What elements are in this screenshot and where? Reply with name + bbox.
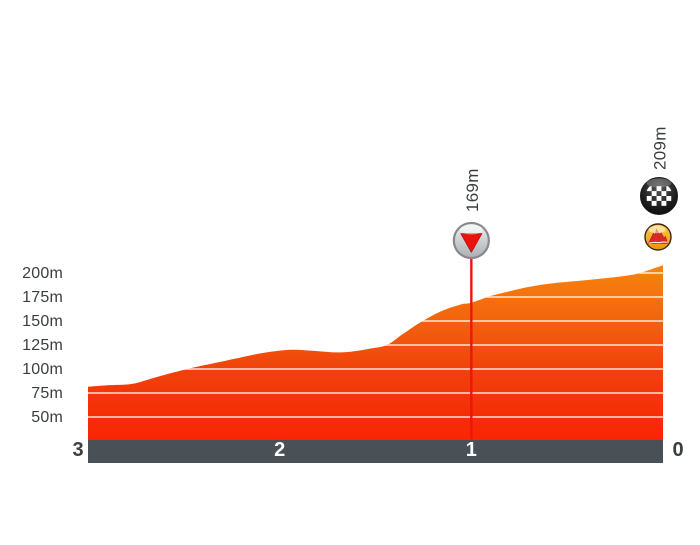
- x-axis-label-km2: 2: [274, 439, 286, 461]
- y-axis-label: 150m: [22, 312, 63, 330]
- elevation-area: [88, 265, 663, 440]
- y-axis-label: 75m: [31, 384, 63, 402]
- x-axis-label-km3: 3: [72, 439, 84, 461]
- y-axis-label: 125m: [22, 336, 63, 354]
- distance-axis-bar: [88, 440, 663, 463]
- descent-altitude-label: 169m: [463, 168, 482, 212]
- descent-triangle-icon: [452, 221, 490, 260]
- y-axis-label: 50m: [31, 408, 63, 426]
- y-axis-label: 100m: [22, 360, 63, 378]
- x-axis-label-km1: 1: [465, 439, 477, 461]
- x-axis-label-km0: 0: [672, 439, 684, 461]
- checkered-flag-icon: [640, 177, 678, 215]
- y-axis-label: 175m: [22, 288, 63, 306]
- finish-altitude-label: 209m: [651, 126, 670, 170]
- category-climb-icon: [644, 223, 672, 251]
- y-axis-label: 200m: [22, 264, 63, 282]
